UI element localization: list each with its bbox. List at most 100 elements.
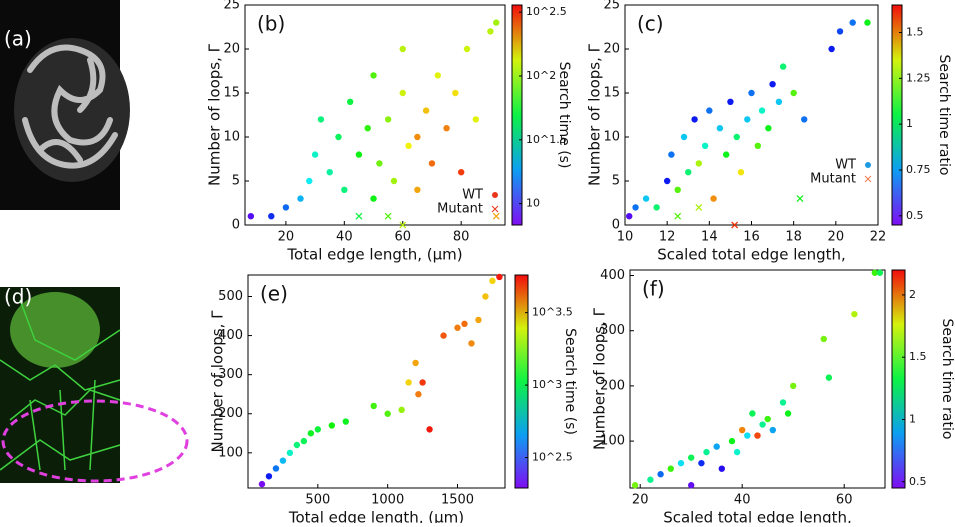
point — [307, 430, 315, 437]
point — [677, 459, 685, 467]
point — [306, 177, 313, 185]
point — [364, 125, 371, 132]
point — [718, 465, 725, 472]
plot-frame — [629, 269, 886, 489]
y-axis-label: Number of loops, Γ — [209, 310, 227, 453]
point — [468, 340, 475, 347]
point — [779, 399, 787, 406]
point — [647, 476, 654, 483]
point — [657, 471, 664, 478]
point — [825, 374, 833, 381]
y-tick-label: 500 — [218, 289, 243, 304]
colorbar-tick-label: 1.5 — [909, 350, 927, 363]
point — [790, 89, 797, 97]
point — [764, 415, 771, 423]
point — [790, 382, 797, 390]
point — [326, 169, 333, 176]
legend-label: WT — [462, 188, 483, 203]
legend-marker — [865, 162, 871, 168]
point — [482, 293, 489, 300]
point — [851, 310, 858, 318]
y-axis-label: Number of loops, Γ — [206, 43, 224, 186]
point — [443, 125, 450, 132]
legend-marker — [492, 192, 498, 198]
point — [642, 195, 650, 202]
x-tick-label: 14 — [701, 230, 718, 245]
point — [405, 142, 412, 149]
point — [784, 410, 792, 417]
y-tick-label: 5 — [232, 174, 240, 189]
y-tick-label: 400 — [218, 328, 243, 343]
colorbar-label: Search time ratio — [936, 55, 952, 176]
point — [328, 422, 336, 429]
point — [384, 116, 392, 123]
point — [733, 133, 740, 141]
point — [749, 410, 756, 417]
colorbar-tick-label: 0.5 — [909, 475, 927, 488]
point — [463, 45, 471, 53]
point — [744, 116, 751, 123]
point — [415, 391, 422, 398]
point — [688, 482, 695, 489]
point — [355, 212, 363, 220]
point — [317, 116, 325, 123]
colorbar-tick-label: 0.5 — [906, 209, 924, 222]
colorbar-tick-label: 1 — [909, 412, 916, 425]
y-tick-label: 300 — [218, 367, 243, 382]
y-tick-label: 100 — [218, 445, 243, 460]
y-tick-label: 25 — [603, 0, 620, 13]
point — [779, 63, 787, 70]
point — [685, 169, 692, 176]
colorbar-label: Search time (s) — [562, 328, 578, 435]
point — [426, 426, 433, 433]
colorbar — [891, 269, 906, 489]
x-tick-label: 16 — [743, 230, 760, 245]
point — [674, 186, 681, 193]
point — [457, 169, 465, 176]
y-tick-label: 200 — [600, 378, 625, 393]
colorbar-tick-label: 10^2 — [526, 69, 556, 82]
point — [293, 441, 301, 449]
point — [493, 19, 500, 26]
x-tick-label: 60 — [836, 493, 853, 508]
colorbar-tick-label: 1.25 — [906, 71, 931, 84]
point — [765, 125, 772, 132]
colorbar — [511, 4, 523, 226]
point — [744, 432, 751, 439]
point — [674, 212, 682, 220]
point — [346, 98, 354, 106]
legend-label: Mutant — [437, 202, 483, 217]
point — [828, 45, 835, 53]
point — [754, 142, 762, 149]
x-axis-label: Scaled total edge length, — [663, 509, 852, 524]
point — [759, 421, 766, 428]
point — [376, 160, 383, 167]
point — [667, 465, 674, 472]
point — [384, 410, 391, 417]
point — [405, 379, 412, 386]
point — [422, 107, 430, 114]
colorbar-tick-label: 1.5 — [906, 26, 924, 39]
point — [454, 324, 461, 331]
point — [399, 89, 406, 97]
colorbar-tick-label: 10^3 — [532, 378, 562, 391]
point — [801, 116, 808, 123]
point — [314, 426, 322, 433]
x-tick-label: 20 — [632, 493, 649, 508]
x-tick-label: 18 — [785, 230, 802, 245]
point — [758, 107, 766, 114]
colorbar-label: Search time ratio — [939, 319, 955, 440]
point — [663, 177, 671, 185]
point — [754, 432, 761, 439]
point — [695, 203, 703, 211]
point — [796, 195, 804, 203]
point — [342, 418, 349, 425]
point — [414, 133, 421, 141]
point — [739, 426, 746, 434]
x-axis-label: Total edge length, (μm) — [286, 246, 462, 264]
point — [370, 195, 377, 202]
point — [716, 125, 724, 132]
x-tick-label: 20 — [828, 230, 845, 245]
point — [748, 89, 755, 97]
